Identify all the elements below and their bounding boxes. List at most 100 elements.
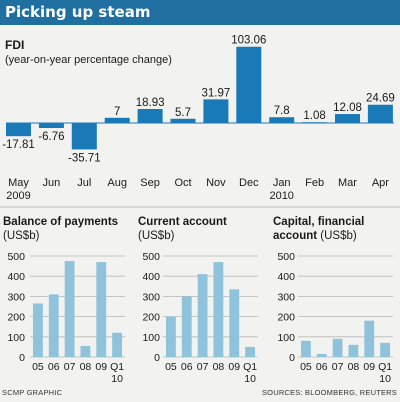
fdi-bar: [269, 117, 295, 123]
y-tick-label: 200: [7, 312, 25, 324]
panel-bar: [64, 261, 75, 357]
fdi-value-label: -6.76: [38, 131, 64, 143]
y-tick-label: 500: [142, 251, 160, 263]
page-title: Picking up steam: [0, 0, 400, 25]
y-tick-label: 0: [289, 352, 295, 364]
fdi-month-label: Apr: [372, 177, 389, 189]
panel-bar: [181, 296, 192, 357]
y-tick-label: 300: [277, 291, 295, 303]
y-tick-label: 0: [154, 352, 160, 364]
fdi-value-label: 103.06: [231, 35, 266, 47]
panel-bar: [301, 340, 311, 357]
fdi-bar: [104, 117, 130, 123]
fdi-month-label: Sep: [140, 177, 160, 189]
x-tick-label: 05: [32, 361, 44, 373]
fdi-month-label: Jun: [43, 177, 61, 189]
y-tick-label: 300: [142, 291, 160, 303]
y-tick-label: 100: [7, 332, 25, 344]
x-tick-label: 09: [228, 361, 240, 373]
panel-bar: [48, 294, 59, 357]
x-tick-label: 06: [316, 361, 328, 373]
x-tick-label: 05: [165, 361, 177, 373]
panel-bar: [112, 332, 122, 357]
fdi-value-label: -17.81: [2, 139, 35, 151]
fdi-subtitle: (year-on-year percentage change): [5, 54, 172, 66]
x-tick-label: 07: [332, 361, 344, 373]
panel-title: Current account: [138, 216, 227, 228]
panel-bar: [332, 338, 343, 357]
fdi-value-label: 1.08: [303, 110, 325, 122]
y-tick-label: 100: [142, 332, 160, 344]
y-tick-label: 300: [7, 291, 25, 303]
fdi-bar: [335, 114, 360, 123]
footer-credit: SCMP GRAPHIC: [2, 388, 63, 397]
panel-title: Balance of payments: [3, 216, 118, 228]
panel-bar: [166, 316, 176, 357]
x-tick-label: 06: [181, 361, 193, 373]
y-tick-label: 200: [277, 312, 295, 324]
fdi-title: FDI: [5, 38, 24, 52]
panel-unit-label: (US$b): [138, 230, 175, 242]
fdi-year-label: 2009: [6, 190, 30, 202]
panel-bar: [197, 274, 208, 357]
fdi-month-label: Mar: [338, 177, 357, 189]
fdi-month-label: Jul: [77, 177, 91, 189]
fdi-value-label: 18.93: [136, 97, 165, 109]
fdi-month-label: Feb: [305, 177, 324, 189]
panel-bar: [245, 346, 255, 357]
x-tick-label: 09: [363, 361, 375, 373]
x-tick-label: 08: [213, 361, 225, 373]
fdi-value-label: 12.08: [333, 102, 362, 114]
x-tick-label: 08: [348, 361, 360, 373]
x-tick-label: 07: [64, 361, 76, 373]
footer-sources: SOURCES: BLOOMBERG, REUTERS: [261, 388, 397, 397]
panel-bar: [33, 303, 43, 357]
y-tick-label: 200: [142, 312, 160, 324]
fdi-bar: [137, 108, 163, 123]
x-tick-label: 08: [80, 361, 92, 373]
x-tick-label: Q1: [243, 361, 257, 373]
fdi-bar: [203, 99, 229, 123]
panel-title-line2: account (US$b): [273, 230, 357, 242]
x-tick-label: 09: [95, 361, 107, 373]
fdi-value-label: 7.8: [274, 105, 290, 117]
panel-bar: [316, 353, 327, 357]
x-tick-label-line2: 10: [379, 373, 391, 385]
fdi-value-label: 5.7: [175, 107, 191, 119]
x-tick-label-line2: 10: [111, 373, 123, 385]
fdi-month-label: Dec: [239, 177, 259, 189]
panel-bar: [364, 320, 375, 357]
fdi-bar: [6, 123, 31, 137]
fdi-month-label: Aug: [107, 177, 127, 189]
fdi-value-label: 31.97: [202, 87, 231, 99]
fdi-value-label: -35.71: [68, 152, 101, 164]
fdi-bar: [170, 118, 196, 123]
fdi-month-label: Oct: [174, 177, 191, 189]
fdi-value-label: 24.69: [366, 93, 395, 105]
panel-bar: [96, 262, 107, 357]
x-tick-label: 06: [48, 361, 60, 373]
fdi-month-label: Jan: [273, 177, 291, 189]
x-tick-label: 07: [197, 361, 209, 373]
x-tick-label: 05: [300, 361, 312, 373]
charts-canvas: FDI (year-on-year percentage change) -17.8…: [0, 35, 400, 385]
y-tick-label: 400: [7, 271, 25, 283]
panel-bar: [80, 345, 91, 357]
y-tick-label: 400: [142, 271, 160, 283]
y-tick-label: 400: [277, 271, 295, 283]
panel-bar: [348, 344, 359, 357]
y-tick-label: 500: [277, 251, 295, 263]
panel-title: Capital, financial: [273, 216, 364, 228]
y-tick-label: 100: [277, 332, 295, 344]
y-tick-label: 500: [7, 251, 25, 263]
x-tick-label: Q1: [378, 361, 392, 373]
fdi-bar: [367, 104, 393, 123]
x-tick-label-line2: 10: [244, 373, 256, 385]
panel-bar: [380, 342, 390, 357]
fdi-month-label: Nov: [206, 177, 226, 189]
fdi-month-label: May: [8, 177, 29, 189]
y-tick-label: 0: [19, 352, 25, 364]
fdi-year-label: 2010: [269, 190, 293, 202]
panel-unit-label: (US$b): [3, 230, 40, 242]
